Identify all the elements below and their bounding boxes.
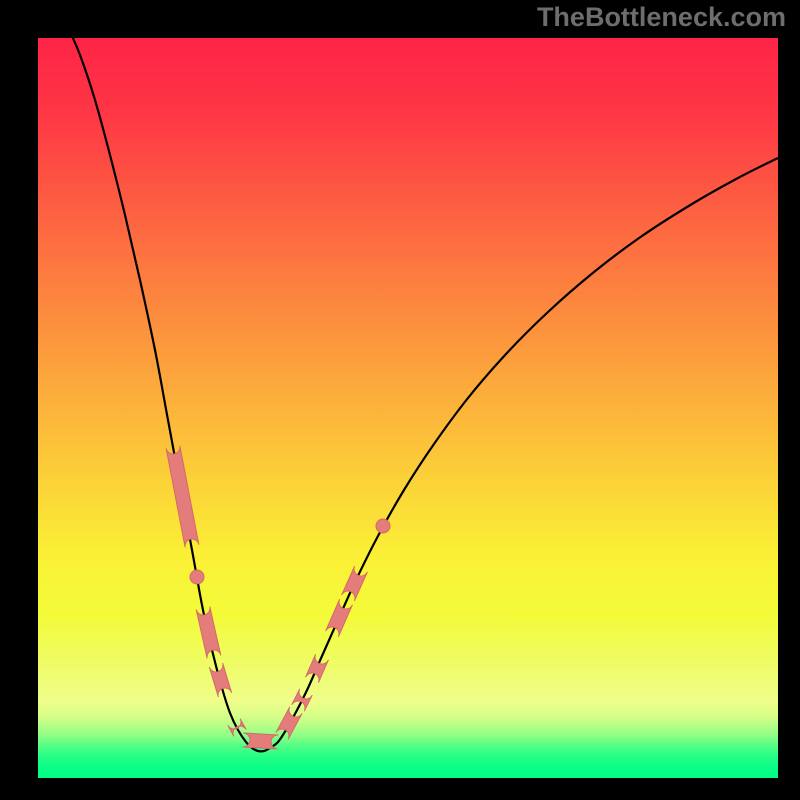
- data-marker-pill: [326, 599, 353, 637]
- data-marker-dot: [376, 519, 390, 533]
- data-marker-pill: [292, 689, 313, 711]
- data-marker-pill: [209, 663, 231, 697]
- curve-layer: [67, 25, 778, 751]
- plot-area: [38, 38, 778, 778]
- data-marker-pill: [166, 446, 199, 548]
- chart-container: TheBottleneck.com: [0, 0, 800, 800]
- data-marker-pill: [276, 707, 302, 740]
- watermark-label: TheBottleneck.com: [537, 2, 786, 33]
- data-marker-pill: [306, 654, 329, 683]
- data-marker-dot: [190, 570, 204, 584]
- data-marker-pill: [342, 566, 368, 601]
- bottleneck-curve: [67, 25, 778, 751]
- data-marker-pill: [243, 733, 279, 749]
- data-marker-pill: [228, 719, 246, 737]
- data-marker-pill: [196, 606, 221, 658]
- chart-svg: [38, 38, 778, 778]
